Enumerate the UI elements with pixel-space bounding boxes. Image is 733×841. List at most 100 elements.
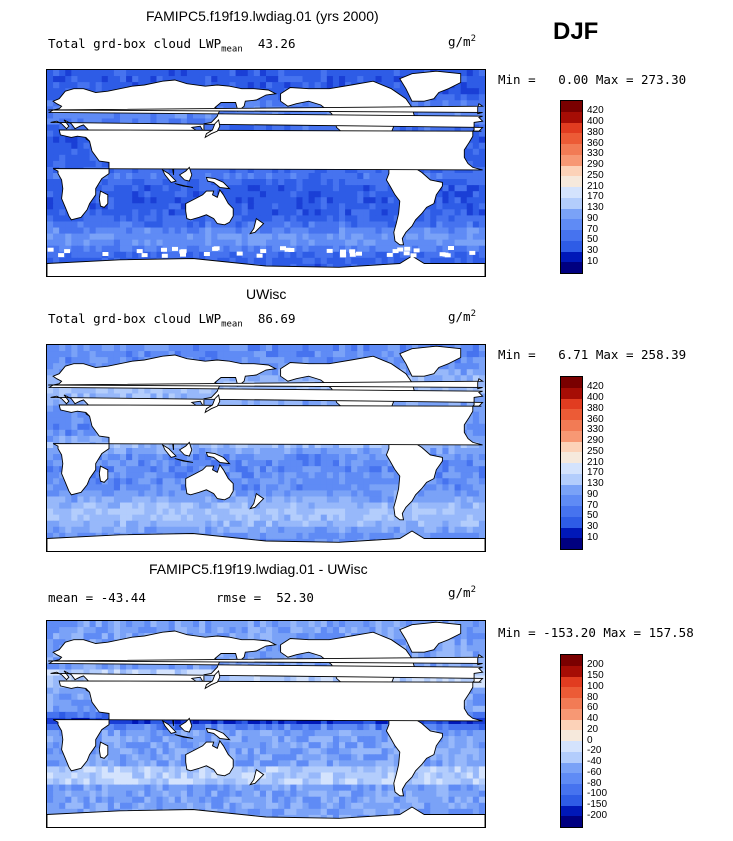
field-cell [132, 179, 139, 186]
field-cell [284, 484, 291, 491]
field-cell [473, 509, 480, 516]
field-cell [357, 527, 364, 534]
field-cell [449, 94, 456, 101]
field-cell [199, 527, 206, 534]
field-cell [296, 484, 303, 491]
field-cell [345, 448, 352, 455]
field-cell [333, 351, 340, 358]
field-cell [382, 472, 389, 479]
field-cell [309, 185, 316, 192]
field-cell [296, 179, 303, 186]
field-cell [193, 240, 200, 247]
field-cell [187, 228, 194, 235]
field-cell [254, 185, 261, 192]
field-cell [150, 448, 157, 455]
field-cell [436, 490, 443, 497]
field-cell [169, 478, 176, 485]
field-cell [388, 351, 395, 358]
field-cell [479, 252, 485, 259]
field-cell [102, 246, 109, 253]
field-cell [327, 179, 334, 186]
missing-data-cell [350, 253, 356, 257]
field-cell [449, 448, 456, 455]
field-cell [132, 454, 139, 461]
field-cell [90, 345, 97, 352]
field-cell [351, 228, 358, 235]
field-cell [467, 191, 474, 198]
field-cell [211, 521, 218, 528]
field-cell [138, 472, 145, 479]
panel1-colorbar [560, 100, 583, 274]
colorbar-tick-label: 30 [587, 245, 598, 256]
field-cell [193, 76, 200, 83]
field-cell [467, 221, 474, 228]
field-cell [430, 240, 437, 247]
field-cell [138, 484, 145, 491]
field-cell [47, 179, 54, 186]
field-cell [242, 454, 249, 461]
field-cell [327, 351, 334, 358]
field-cell [230, 173, 237, 180]
field-cell [278, 490, 285, 497]
field-cell [254, 246, 261, 253]
field-cell [473, 466, 480, 473]
field-cell [321, 209, 328, 216]
field-cell [102, 240, 109, 247]
field-cell [376, 203, 383, 210]
field-cell [132, 503, 139, 510]
field-cell [90, 527, 97, 534]
field-cell [351, 173, 358, 180]
field-cell [96, 70, 103, 77]
field-cell [217, 252, 224, 259]
field-cell [333, 215, 340, 222]
field-cell [266, 533, 273, 540]
field-cell [138, 179, 145, 186]
field-cell [321, 228, 328, 235]
field-cell [199, 448, 206, 455]
field-cell [59, 351, 66, 358]
field-cell [333, 448, 340, 455]
field-cell [157, 521, 164, 528]
field-cell [169, 496, 176, 503]
field-cell [114, 466, 121, 473]
field-cell [369, 527, 376, 534]
field-cell [272, 179, 279, 186]
field-cell [424, 234, 431, 241]
field-cell [278, 484, 285, 491]
field-cell [71, 161, 78, 168]
field-cell [303, 209, 310, 216]
field-cell [175, 496, 182, 503]
field-cell [150, 252, 157, 259]
field-cell [157, 209, 164, 216]
field-cell [430, 221, 437, 228]
field-cell [309, 466, 316, 473]
field-cell [59, 149, 66, 156]
field-cell [266, 82, 273, 89]
field-cell [436, 515, 443, 522]
field-cell [339, 173, 346, 180]
field-cell [163, 240, 170, 247]
field-cell [315, 197, 322, 204]
field-cell [96, 161, 103, 168]
field-cell [455, 240, 462, 247]
field-cell [181, 503, 188, 510]
field-cell [461, 363, 468, 370]
field-cell [53, 412, 60, 419]
field-cell [90, 246, 97, 253]
field-cell [120, 197, 127, 204]
field-cell [479, 246, 485, 253]
field-cell [442, 203, 449, 210]
field-cell [351, 484, 358, 491]
field-cell [217, 351, 224, 358]
field-cell [260, 345, 267, 352]
field-cell [157, 484, 164, 491]
field-cell [479, 191, 485, 198]
field-cell [114, 203, 121, 210]
field-cell [223, 527, 230, 534]
field-cell [163, 527, 170, 534]
field-cell [461, 221, 468, 228]
field-cell [59, 424, 66, 431]
field-cell [327, 240, 334, 247]
field-cell [132, 466, 139, 473]
field-cell [442, 234, 449, 241]
